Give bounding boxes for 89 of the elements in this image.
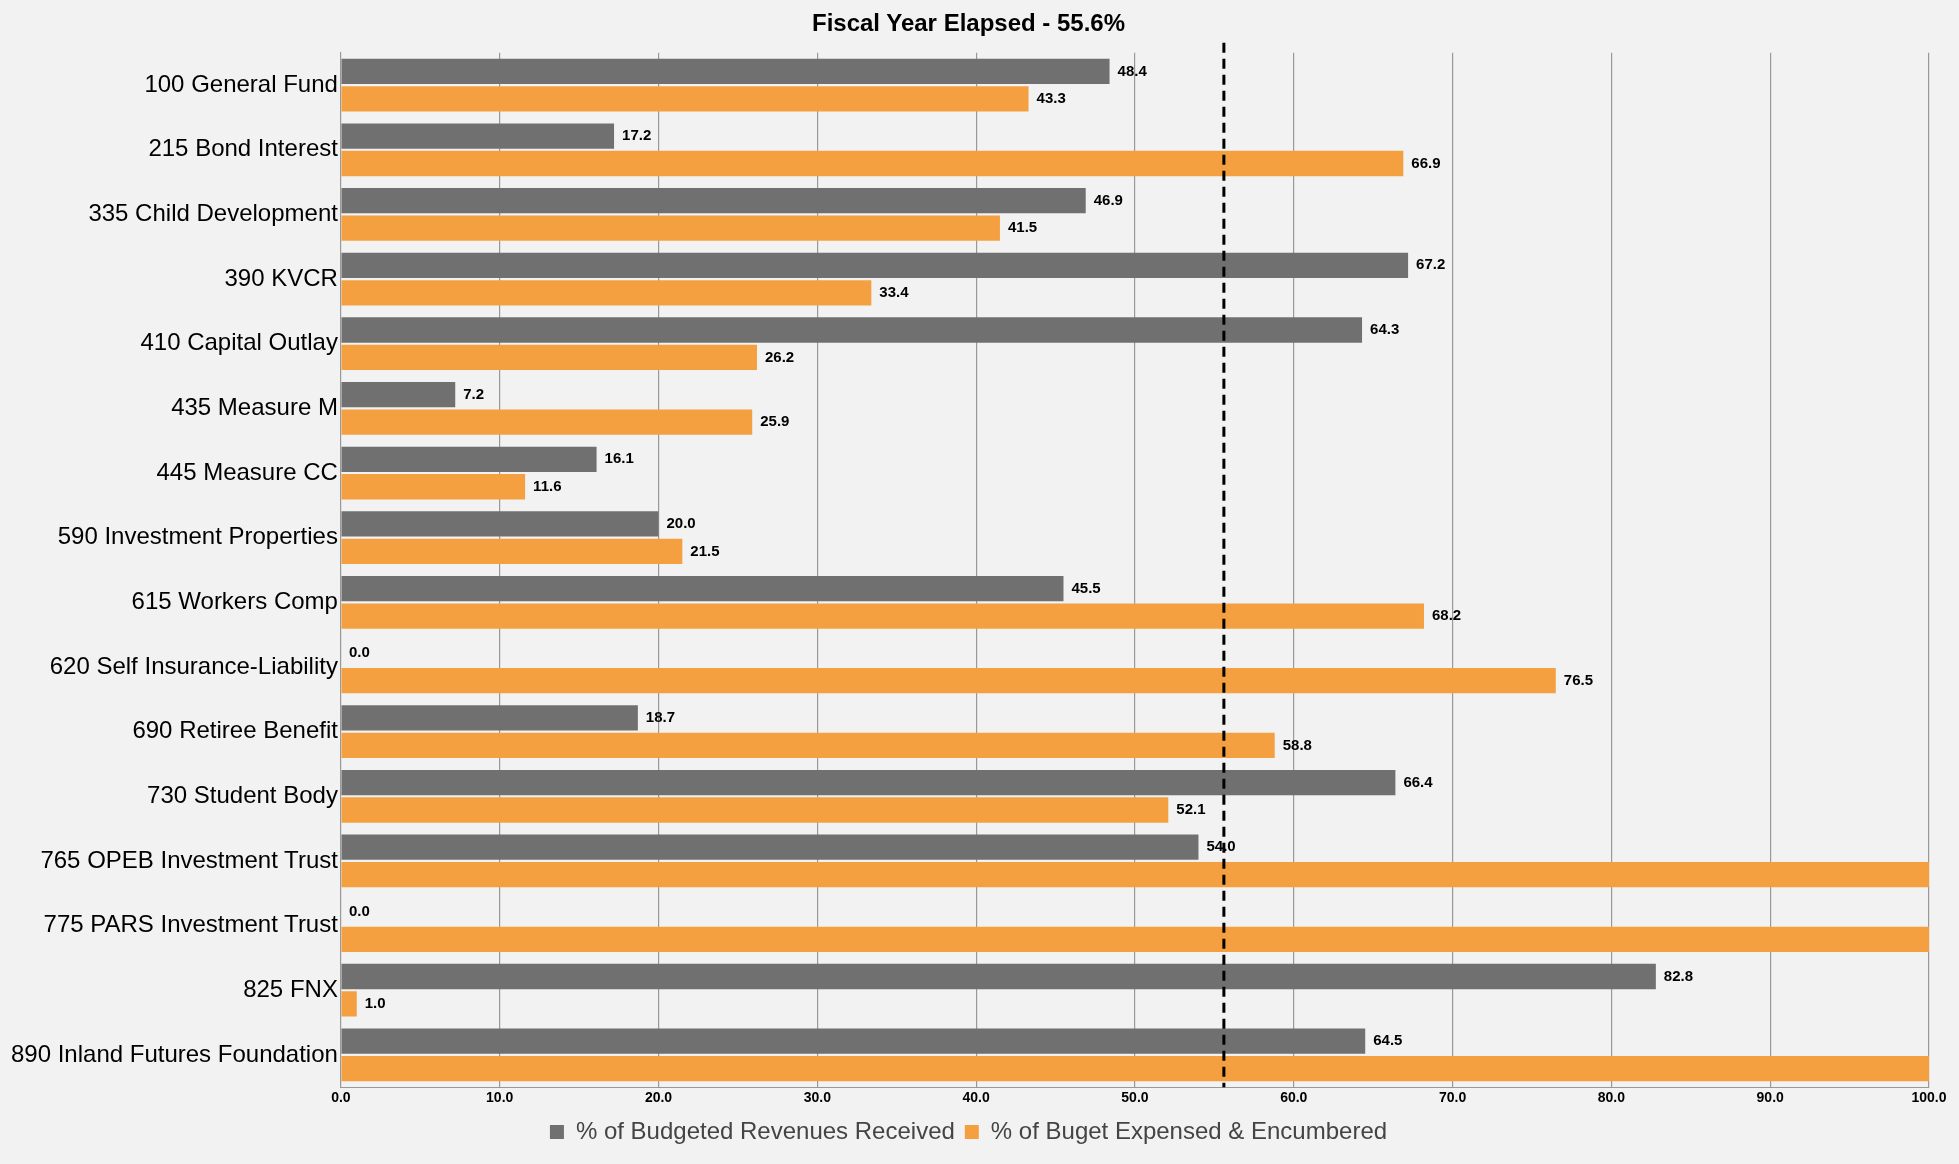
bar: [341, 991, 357, 1017]
data-label: 0.0: [348, 901, 370, 919]
data-label: 33.4: [879, 282, 910, 300]
data-label: 52.1: [1176, 800, 1206, 818]
x-tick-label: 100.0: [1911, 1089, 1947, 1106]
data-label: 43.3: [1036, 89, 1066, 106]
bar: [341, 123, 615, 149]
y-tick-label: 590 Investment Properties: [57, 522, 338, 550]
bar: [341, 575, 1064, 602]
y-tick-label: 410 Capital Outlay: [140, 328, 338, 356]
bar: [341, 769, 1396, 796]
bar: [341, 603, 1424, 629]
y-tick-label: 890 Inland Futures Foundation: [10, 1039, 338, 1067]
y-tick-label: 825 FNX: [243, 974, 338, 1002]
bar: [341, 834, 1199, 860]
data-label: 11.6: [533, 476, 562, 494]
bar: [341, 317, 1363, 343]
data-label: 25.9: [760, 412, 790, 430]
bar: [341, 252, 1409, 278]
bar: [341, 215, 1000, 241]
data-label: 46.9: [1093, 190, 1123, 208]
data-label: 58.8: [1282, 735, 1312, 753]
data-label: 21.5: [690, 541, 720, 559]
y-tick-label: 620 Self Insurance-Liability: [49, 651, 338, 679]
data-label: 0.0: [348, 643, 370, 661]
data-label: 76.5: [1563, 670, 1593, 688]
data-label: 20.0: [666, 514, 696, 532]
chart-title: Fiscal Year Elapsed - 55.6%: [811, 9, 1126, 37]
bar: [341, 344, 757, 371]
data-label: 26.2: [764, 347, 795, 365]
x-tick-label: 90.0: [1756, 1089, 1785, 1106]
y-tick-label: 690 Retiree Benefit: [132, 716, 339, 744]
bar: [341, 511, 659, 537]
x-tick-label: 50.0: [1121, 1089, 1149, 1106]
bar: [341, 188, 1086, 214]
x-tick-label: 40.0: [962, 1089, 990, 1106]
data-label: 66.9: [1411, 153, 1441, 171]
bar: [341, 150, 1404, 177]
x-tick-label: 60.0: [1280, 1089, 1308, 1106]
data-label: 1.0: [364, 994, 386, 1012]
data-label: 82.8: [1663, 966, 1694, 984]
x-tick-label: 10.0: [486, 1089, 514, 1106]
data-label: 18.7: [645, 708, 676, 726]
x-tick-label: 70.0: [1438, 1089, 1467, 1106]
bar: [341, 1028, 1366, 1054]
bar: [341, 538, 683, 565]
data-label: 54.0: [1206, 837, 1236, 855]
bar: [341, 862, 1929, 888]
data-label: 45.5: [1071, 578, 1101, 596]
bar: [341, 963, 1656, 990]
bar: [341, 797, 1169, 823]
data-label: 66.4: [1403, 772, 1434, 790]
data-label: 68.2: [1431, 606, 1462, 624]
y-tick-label: 730 Student Body: [147, 780, 338, 808]
bar: [341, 705, 638, 731]
data-label: 67.2: [1416, 255, 1446, 273]
y-tick-label: 215 Bond Interest: [148, 134, 339, 162]
bar: [341, 474, 526, 500]
y-tick-label: 765 OPEB Investment Trust: [40, 845, 339, 873]
y-tick-label: 615 Workers Comp: [131, 586, 338, 614]
bar: [341, 668, 1556, 694]
y-tick-label: 775 PARS Investment Trust: [43, 910, 339, 938]
data-label: 17.2: [622, 126, 652, 144]
bar: [341, 446, 597, 472]
x-tick-label: 0.0: [331, 1089, 351, 1106]
x-tick-label: 80.0: [1597, 1089, 1626, 1106]
data-label: 64.5: [1373, 1031, 1403, 1049]
bar: [341, 1055, 1929, 1082]
data-label: 48.4: [1117, 61, 1148, 79]
bar: [341, 382, 456, 408]
y-tick-label: 445 Measure CC: [156, 457, 338, 485]
bar: [341, 926, 1929, 952]
y-tick-label: 390 KVCR: [224, 263, 338, 291]
bar: [341, 86, 1029, 112]
legend-label: % of Buget Expensed & Encumbered: [990, 1116, 1388, 1144]
x-tick-label: 20.0: [644, 1089, 673, 1106]
data-label: 16.1: [604, 449, 634, 467]
y-tick-label: 335 Child Development: [88, 199, 339, 227]
data-label: 41.5: [1007, 218, 1038, 236]
y-tick-label: 435 Measure M: [171, 393, 338, 420]
data-label: 7.2: [463, 384, 485, 402]
data-label: 64.3: [1370, 320, 1400, 338]
bar: [341, 409, 753, 435]
y-tick-label: 100 General Fund: [144, 69, 338, 97]
bar: [341, 58, 1110, 85]
x-tick-label: 30.0: [803, 1089, 832, 1106]
legend-label: % of Budgeted Revenues Received: [575, 1116, 955, 1144]
bar: [341, 280, 872, 306]
bar: [341, 732, 1275, 758]
